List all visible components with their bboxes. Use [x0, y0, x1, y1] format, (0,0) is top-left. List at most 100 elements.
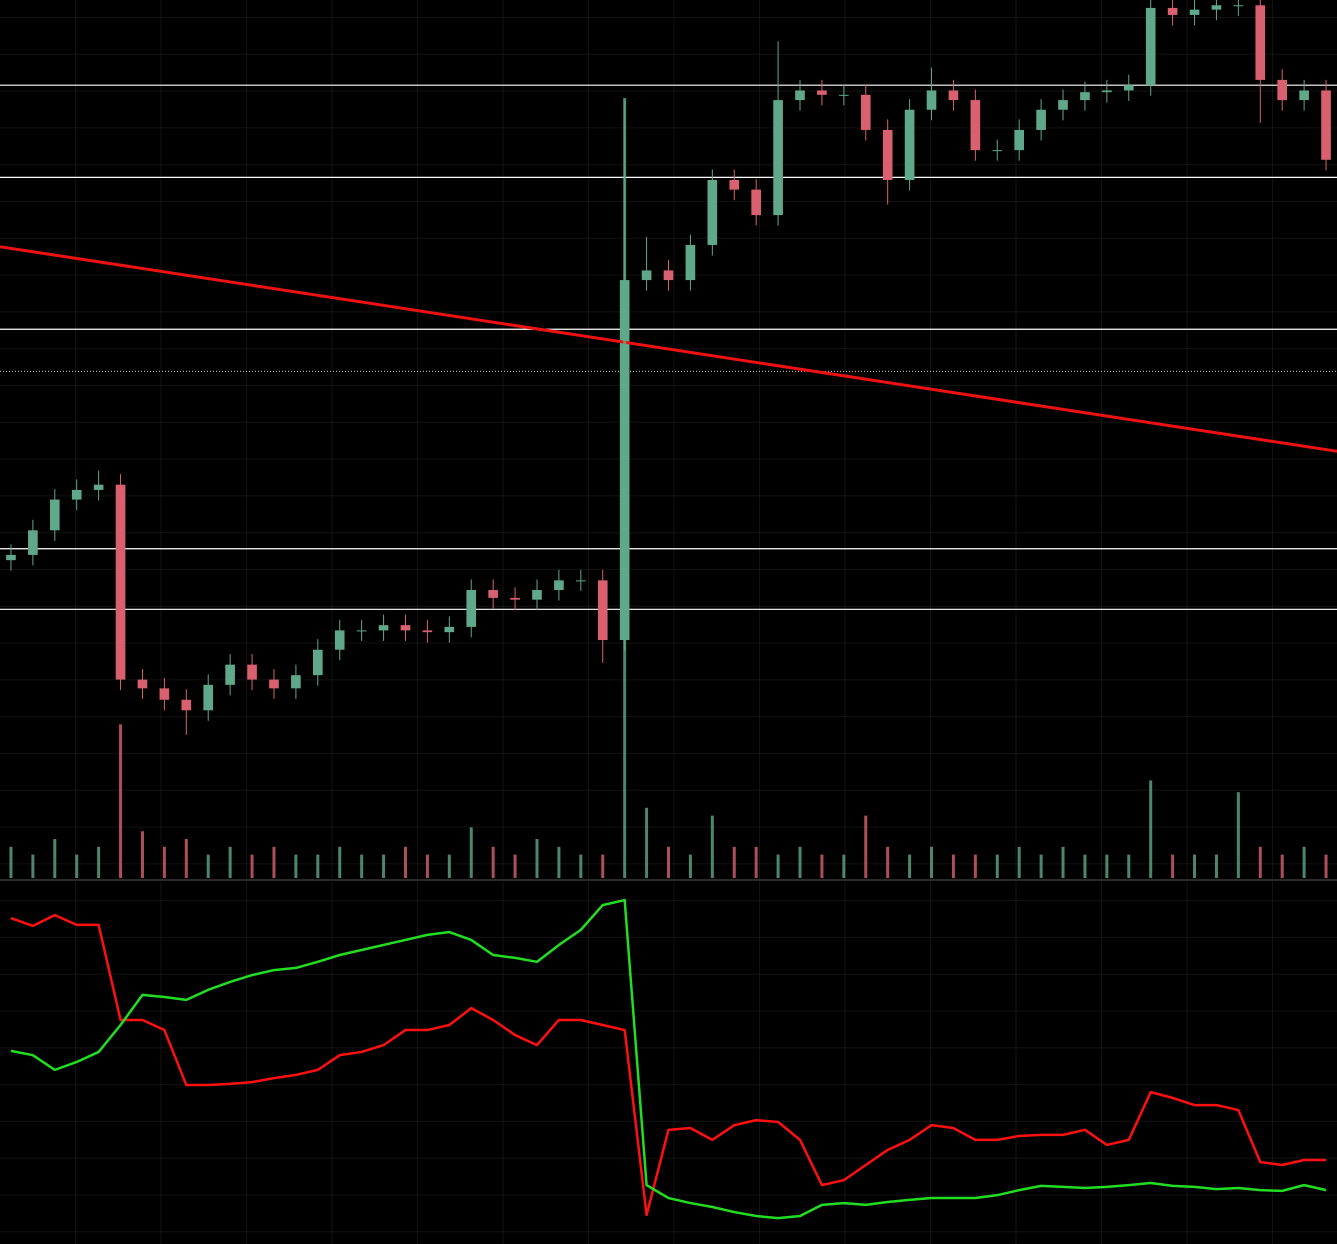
candle-body: [729, 179, 740, 190]
volume-bar: [754, 846, 758, 878]
candle-body: [444, 626, 455, 633]
volume-bar: [338, 846, 342, 878]
volume-bar: [557, 846, 561, 878]
volume-bar: [1017, 846, 1021, 878]
volume-bar: [1258, 846, 1262, 878]
volume-bar: [1061, 846, 1065, 878]
candle-body: [795, 90, 805, 101]
volume-bar: [119, 724, 123, 878]
candle-body: [137, 679, 148, 689]
candle-body: [269, 679, 279, 689]
volume-bar: [1193, 854, 1197, 878]
volume-bar: [228, 846, 232, 878]
candle-body: [291, 675, 301, 689]
volume-bar: [1127, 854, 1131, 878]
candle-body: [1277, 79, 1288, 101]
candle-body: [1255, 5, 1266, 80]
candle-body: [400, 625, 411, 631]
candle-body: [992, 150, 1003, 152]
candle-body: [203, 684, 214, 711]
volume-bar: [1171, 854, 1175, 878]
volume-bar: [667, 846, 670, 878]
volume-bar: [403, 846, 407, 878]
candle-body: [312, 649, 323, 676]
candle-body: [641, 270, 652, 281]
volume-bar: [184, 839, 188, 878]
volume-bar: [864, 815, 868, 878]
volume-bar: [1236, 792, 1240, 878]
indicator-line: [10, 913, 1327, 1217]
candle-body: [225, 664, 235, 685]
volume-bar: [995, 854, 999, 878]
candle-body: [1211, 5, 1222, 10]
volume-bar: [908, 854, 912, 878]
volume-bar: [579, 854, 583, 878]
volume-bar: [710, 815, 714, 878]
volume-bar: [53, 839, 57, 878]
volume-bar: [820, 854, 824, 878]
candle-body: [71, 489, 82, 500]
volume-bar: [162, 846, 166, 878]
candle-body: [1080, 92, 1090, 101]
candle-body: [948, 90, 959, 101]
candle-body: [970, 100, 981, 151]
candle-body: [93, 484, 104, 490]
candle-body: [28, 530, 38, 555]
volume-bar: [623, 98, 627, 878]
volume-bar: [688, 854, 692, 878]
candle-body: [554, 580, 564, 591]
volume-bar: [382, 854, 386, 878]
candle-body: [356, 630, 367, 632]
candle-body: [247, 664, 257, 680]
volume-bar: [798, 846, 802, 878]
volume-bar: [469, 827, 473, 878]
volume-bar: [250, 854, 254, 878]
candle-body: [115, 484, 126, 680]
candle-body: [532, 590, 542, 600]
candle-body: [159, 688, 170, 700]
candle-body: [1014, 129, 1025, 151]
volume-bar: [425, 854, 429, 878]
volume-bar: [97, 846, 101, 878]
candle-body: [904, 109, 915, 180]
candle-body: [510, 597, 520, 600]
volume-bar: [206, 854, 210, 878]
candle-body: [488, 590, 498, 598]
volume-bar: [951, 854, 955, 878]
candle-body: [1145, 7, 1156, 86]
candle-body: [466, 590, 477, 627]
candle-body: [817, 90, 827, 95]
volume-bar: [9, 846, 13, 878]
candle-body: [1102, 90, 1112, 93]
candle-body: [839, 94, 849, 96]
candle-body: [882, 129, 893, 180]
volume-bar: [1302, 846, 1306, 878]
candle-body: [1036, 109, 1046, 130]
volume-bar: [513, 854, 517, 878]
volume-bar: [294, 854, 298, 878]
candle-body: [773, 100, 783, 216]
volume-bar: [272, 846, 276, 878]
volume-bar: [75, 854, 79, 878]
candle-body: [707, 179, 718, 245]
volume-bar: [316, 854, 320, 878]
candle-body: [576, 580, 586, 582]
candle-body: [378, 625, 389, 631]
volume-bar: [1039, 854, 1043, 878]
candle-body: [751, 189, 761, 216]
volume-bar: [776, 854, 780, 878]
volume-bar: [491, 846, 495, 878]
volume-bar: [842, 854, 846, 878]
candle-body: [663, 270, 674, 281]
candle-body: [926, 90, 937, 110]
volume-bar: [1149, 780, 1153, 878]
volume-bar: [31, 854, 35, 878]
volume-bar: [1280, 854, 1284, 878]
volume-bar: [360, 854, 364, 878]
candle-body: [1299, 90, 1309, 101]
indicator-line: [10, 898, 1327, 1220]
volume-bar: [601, 854, 605, 878]
volume-bar: [645, 807, 649, 878]
